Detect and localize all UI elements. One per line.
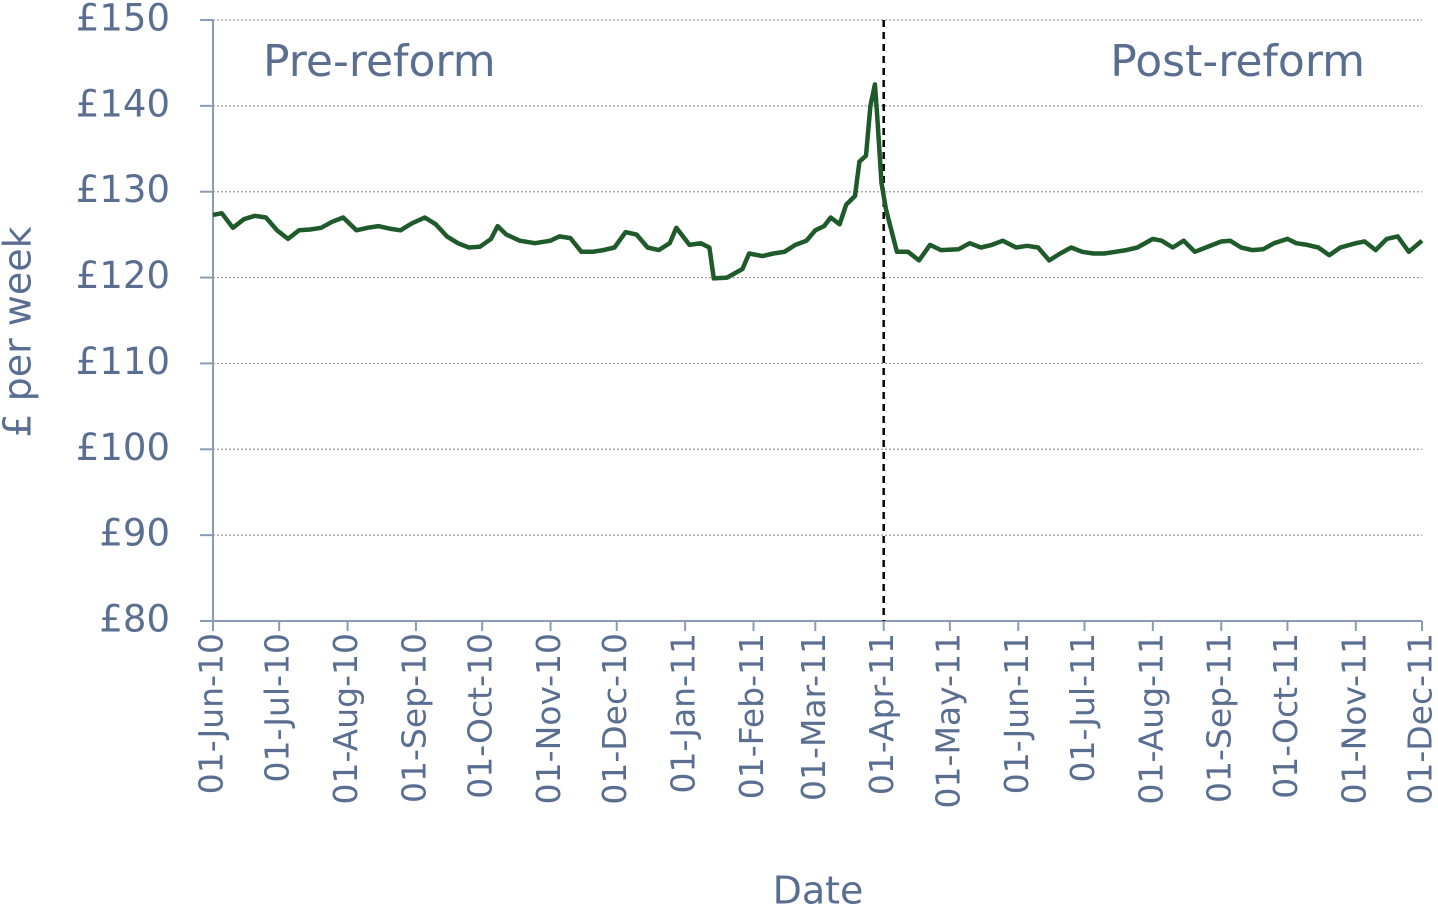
y-tick-label: £110 (76, 340, 170, 383)
x-tick-label: 01-Dec-11 (1401, 633, 1438, 805)
x-tick-label: 01-Nov-11 (1334, 633, 1373, 804)
y-tick-label: £120 (76, 254, 170, 297)
x-tick-label: 01-Aug-10 (326, 633, 365, 805)
x-tick-label: 01-Feb-11 (732, 633, 771, 799)
x-axis-label: Date (773, 869, 864, 913)
x-tick-label: 01-Oct-10 (461, 633, 500, 799)
annotation: Post-reform (1110, 36, 1365, 87)
x-tick-label: 01-Apr-11 (862, 633, 901, 795)
y-tick-label: £140 (76, 82, 170, 125)
y-tick-label: £130 (76, 168, 170, 211)
y-tick-label: £150 (76, 0, 170, 40)
x-tick-label: 01-May-11 (928, 633, 967, 808)
x-tick-label: 01-Dec-10 (595, 633, 634, 805)
y-axis-label: £ per week (0, 226, 40, 437)
data-line (212, 82, 1424, 281)
y-tick-label: £90 (99, 512, 170, 555)
x-tick-label: 01-Jun-11 (997, 633, 1036, 794)
x-tick-label: 01-Sep-10 (394, 633, 433, 803)
x-tick-label: 01-Oct-11 (1266, 633, 1305, 799)
y-tick-label: £80 (99, 598, 170, 641)
annotation: Pre-reform (263, 36, 496, 87)
x-tick-label: 01-Sep-11 (1200, 633, 1239, 803)
x-tick-label: 01-Jan-11 (664, 633, 703, 794)
x-tick-label: 01-Jul-10 (258, 633, 297, 782)
x-tick-label: 01-Jul-11 (1063, 633, 1102, 782)
x-tick-label: 01-Nov-10 (529, 633, 568, 804)
x-tick-label: 01-Aug-11 (1131, 633, 1170, 805)
x-tick-label: 01-Mar-11 (794, 633, 833, 801)
y-tick-label: £100 (76, 426, 170, 469)
x-tick-label: 01-Jun-10 (192, 633, 231, 794)
